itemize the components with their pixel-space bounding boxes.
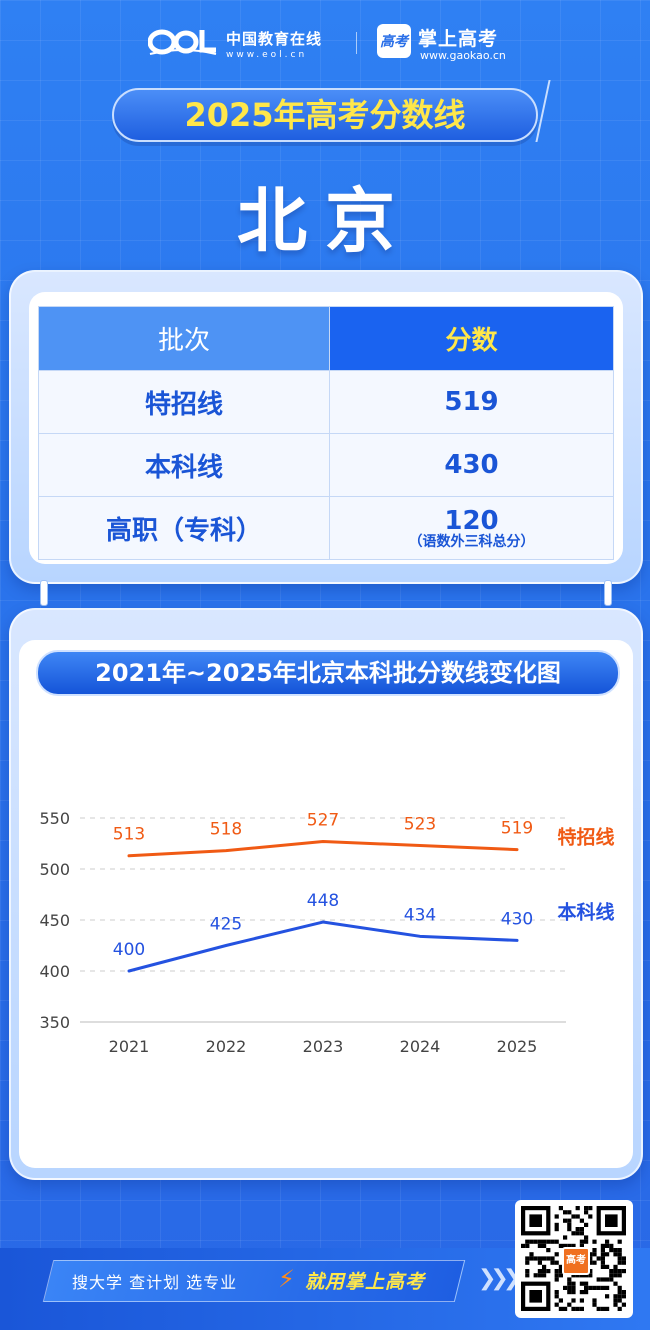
score-note: （语数外三科总分） bbox=[408, 534, 535, 550]
slogan-right: 就用掌上高考 bbox=[305, 1271, 426, 1293]
table-row: 高职（专科） 120 （语数外三科总分） bbox=[38, 496, 614, 560]
score-cell: 120 （语数外三科总分） bbox=[329, 496, 614, 560]
legend-entry: 本科线 bbox=[557, 900, 614, 923]
y-tick-label: 350 bbox=[39, 1013, 70, 1032]
qr-badge: 高考 bbox=[562, 1247, 590, 1275]
slogan-left: 搜大学 查计划 选专业 bbox=[72, 1273, 238, 1292]
title-banner-bar bbox=[112, 88, 538, 142]
connector-pin-left bbox=[40, 580, 48, 606]
y-tick-label: 400 bbox=[39, 962, 70, 981]
y-axis: 550 500 450 400 350 bbox=[39, 809, 70, 1032]
connector-pin-right bbox=[604, 580, 612, 606]
x-tick-label: 2024 bbox=[400, 1037, 441, 1056]
chart-panel bbox=[9, 608, 643, 1180]
header-logos: 中国教育在线 www.eol.cn 高考 掌上高考 www.gaokao.cn bbox=[0, 22, 650, 66]
series-line bbox=[127, 839, 519, 858]
data-label: 527 bbox=[307, 810, 339, 830]
legend-entry: 特招线 bbox=[557, 826, 614, 849]
data-label: 523 bbox=[404, 815, 436, 835]
table-row: 本科线 430 bbox=[38, 433, 614, 497]
score-cell: 519 bbox=[329, 370, 614, 434]
x-axis: 2021 2022 2023 2024 2025 bbox=[109, 1037, 538, 1056]
footer: 搜大学 查计划 选专业 ⚡ 就用掌上高考 ❯❯❯ 高考 bbox=[0, 1200, 650, 1330]
logo-divider bbox=[356, 32, 357, 54]
page-title: 2025年高考分数线 bbox=[184, 96, 466, 134]
chart-grid bbox=[80, 817, 566, 1023]
qr-code-icon bbox=[521, 1206, 626, 1311]
qr-code[interactable]: 高考 bbox=[515, 1200, 633, 1318]
data-label: 519 bbox=[501, 819, 533, 839]
data-label: 513 bbox=[113, 825, 145, 845]
batch-cell: 特招线 bbox=[38, 370, 330, 434]
x-tick-label: 2022 bbox=[206, 1037, 247, 1056]
gaokao-name: 掌上高考 bbox=[418, 28, 499, 50]
data-label: 448 bbox=[307, 891, 339, 911]
gaokao-url: www.gaokao.cn bbox=[420, 49, 506, 62]
score-table: 批次 分数 特招线 519 本科线 430 高职（专科） 120 （语数外三科总… bbox=[38, 306, 614, 560]
gaokao-logo-icon: 高考 bbox=[377, 24, 411, 58]
lightning-icon: ⚡ bbox=[278, 1265, 295, 1293]
eol-name: 中国教育在线 bbox=[226, 30, 323, 48]
header-score: 分数 bbox=[329, 306, 614, 371]
score-value: 120 bbox=[444, 506, 499, 536]
chart-series bbox=[127, 839, 519, 973]
score-cell: 430 bbox=[329, 433, 614, 497]
batch-cell: 本科线 bbox=[38, 433, 330, 497]
double-arrow-icon: ❯❯❯ bbox=[478, 1266, 521, 1291]
data-label: 425 bbox=[210, 915, 242, 935]
data-label: 434 bbox=[404, 905, 436, 925]
x-tick-label: 2023 bbox=[303, 1037, 344, 1056]
y-tick-label: 450 bbox=[39, 911, 70, 930]
line-chart: 550 500 450 400 350 2021 2022 2023 2024 2025 513… bbox=[39, 809, 614, 1056]
x-tick-label: 2025 bbox=[497, 1037, 538, 1056]
y-tick-label: 550 bbox=[39, 809, 70, 828]
batch-cell: 高职（专科） bbox=[38, 496, 330, 560]
table-row: 特招线 519 bbox=[38, 370, 614, 434]
chart-title: 2021年~2025年北京本科批分数线变化图 bbox=[95, 659, 561, 687]
y-tick-label: 500 bbox=[39, 860, 70, 879]
series-line bbox=[127, 920, 519, 973]
eol-logo-icon bbox=[148, 29, 217, 55]
eol-url: www.eol.cn bbox=[226, 50, 308, 60]
table-header-row: 批次 分数 bbox=[38, 306, 614, 371]
title-banner: 2025年高考分数线 bbox=[112, 80, 551, 142]
data-label: 430 bbox=[501, 909, 533, 929]
data-label: 400 bbox=[113, 940, 145, 960]
data-labels: 513 518 527 523 519 400 425 448 434 430 bbox=[113, 810, 533, 960]
city-name: 北京 bbox=[237, 180, 413, 262]
header-batch: 批次 bbox=[38, 306, 330, 371]
x-tick-label: 2021 bbox=[109, 1037, 150, 1056]
data-label: 518 bbox=[210, 820, 242, 840]
chart-panel-inner bbox=[19, 640, 633, 1168]
chart-title-bar: 2021年~2025年北京本科批分数线变化图 bbox=[36, 650, 620, 696]
